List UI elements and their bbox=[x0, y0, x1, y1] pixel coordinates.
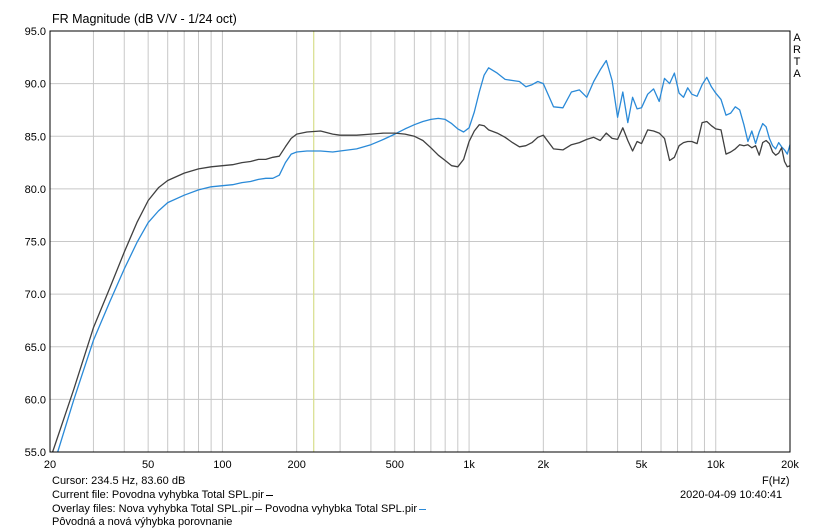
overlay-file-new: Nova vyhybka Total SPL.pir bbox=[118, 503, 253, 515]
y-tick-label: 85.0 bbox=[25, 131, 46, 143]
y-tick-label: 80.0 bbox=[25, 184, 46, 196]
overlay-swatch-old bbox=[419, 508, 427, 510]
arta-letter: A bbox=[793, 32, 801, 44]
y-grid bbox=[50, 83, 790, 400]
y-tick-label: 95.0 bbox=[25, 26, 46, 38]
x-tick-label: 10k bbox=[707, 459, 725, 471]
series-povodna-vyhybka bbox=[51, 120, 791, 453]
y-tick-label: 55.0 bbox=[25, 447, 46, 459]
timestamp: 2020-04-09 10:40:41 bbox=[680, 489, 783, 501]
x-tick-label: 50 bbox=[142, 459, 154, 471]
y-tick-label: 75.0 bbox=[25, 237, 46, 249]
overlay-swatch-new bbox=[254, 508, 262, 510]
chart-title: FR Magnitude (dB V/V - 1/24 oct) bbox=[52, 12, 237, 26]
x-axis-unit: F(Hz) bbox=[762, 475, 790, 487]
x-tick-label: 1k bbox=[463, 459, 475, 471]
x-tick-label: 20k bbox=[781, 459, 799, 471]
x-tick-label: 500 bbox=[386, 459, 404, 471]
overlay-files: Overlay files: Nova vyhybka Total SPL.pi… bbox=[52, 503, 427, 515]
y-tick-labels: 55.0 60.0 65.0 70.0 75.0 80.0 85.0 90.0 95.0 bbox=[25, 26, 46, 459]
x-tick-label: 5k bbox=[636, 459, 648, 471]
overlay-file-old: Povodna vyhybka Total SPL.pir bbox=[265, 503, 418, 515]
y-tick-label: 70.0 bbox=[25, 289, 46, 301]
arta-letter: A bbox=[793, 68, 801, 80]
arta-logo: A R T A bbox=[792, 32, 802, 80]
cursor-readout: Cursor: 234.5 Hz, 83.60 dB bbox=[52, 475, 186, 487]
current-swatch bbox=[265, 494, 273, 496]
x-tick-labels: 20 50 100 200 500 1k 2k 5k 10k 20k bbox=[44, 459, 799, 471]
current-file: Current file: Povodna vyhybka Total SPL.… bbox=[52, 489, 273, 501]
series-group bbox=[51, 59, 791, 453]
y-tick-label: 60.0 bbox=[25, 394, 46, 406]
series-nova-vyhybka bbox=[57, 59, 791, 453]
x-tick-label: 100 bbox=[213, 459, 231, 471]
x-tick-label: 20 bbox=[44, 459, 56, 471]
x-tick-label: 200 bbox=[287, 459, 305, 471]
arta-letter: T bbox=[793, 56, 801, 68]
plot-frame bbox=[49, 30, 791, 453]
y-tick-label: 65.0 bbox=[25, 342, 46, 354]
comment-line: Pôvodná a nová výhybka porovnanie bbox=[52, 516, 233, 528]
arta-letter: R bbox=[793, 44, 801, 56]
current-file-label: Current file: Povodna vyhybka Total SPL.… bbox=[52, 489, 264, 501]
overlay-label: Overlay files: bbox=[52, 503, 116, 515]
x-tick-label: 2k bbox=[538, 459, 550, 471]
y-tick-label: 90.0 bbox=[25, 79, 46, 91]
